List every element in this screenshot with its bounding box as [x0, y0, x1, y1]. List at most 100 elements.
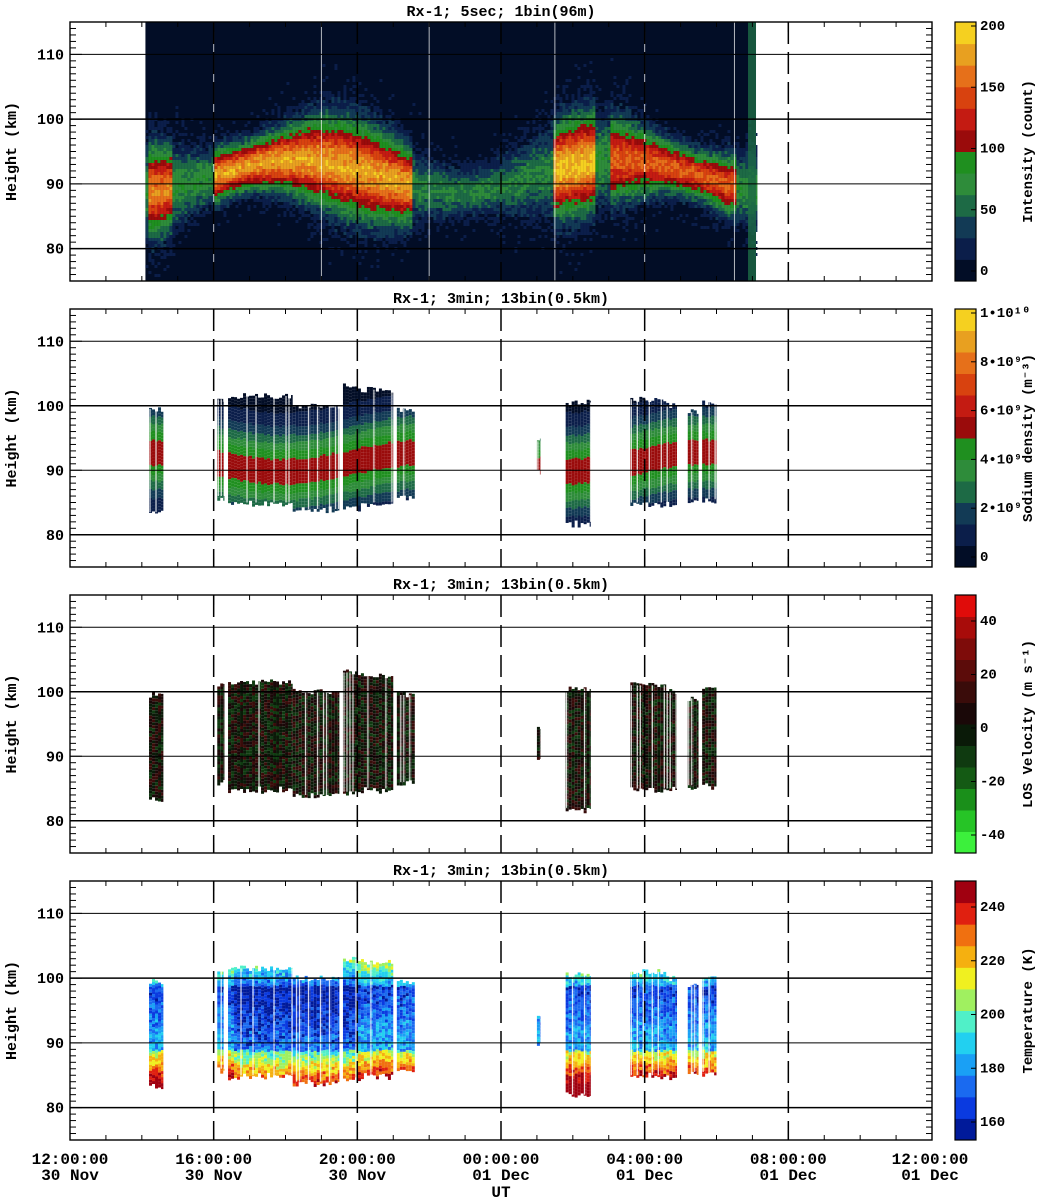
data-cell: [316, 151, 319, 154]
data-cell: [424, 214, 427, 217]
data-cell: [247, 157, 250, 160]
data-cell: [166, 154, 169, 157]
data-cell: [157, 187, 160, 190]
data-cell: [160, 139, 163, 142]
data-cell: [172, 232, 175, 235]
data-cell: [148, 145, 151, 148]
data-cell: [268, 154, 271, 157]
data-cell: [391, 136, 394, 139]
data-cell: [385, 172, 388, 175]
data-cell: [577, 211, 580, 214]
data-cell: [217, 151, 220, 154]
data-cell: [373, 115, 376, 118]
data-cell: [322, 157, 325, 160]
data-cell: [430, 214, 433, 217]
data-cell: [148, 154, 151, 157]
data-cell: [178, 157, 181, 160]
data-cell: [313, 226, 316, 229]
data-cell: [454, 145, 457, 148]
data-cell: [433, 175, 436, 178]
data-cell: [160, 172, 163, 175]
data-cell: [403, 184, 406, 187]
data-cell: [442, 214, 445, 217]
data-cell: [295, 106, 298, 109]
data-cell: [571, 193, 574, 196]
data-cell: [562, 151, 565, 154]
data-cell: [538, 112, 541, 115]
data-cell: [454, 187, 457, 190]
data-cell: [295, 163, 298, 166]
data-cell: [313, 214, 316, 217]
data-cell: [439, 148, 442, 151]
data-cell: [274, 148, 277, 151]
data-cell: [292, 136, 295, 139]
data-cell: [202, 154, 205, 157]
data-cell: [289, 175, 292, 178]
data-cell: [256, 172, 259, 175]
data-cell: [160, 148, 163, 151]
data-cell: [523, 193, 526, 196]
data-cell: [475, 220, 478, 223]
data-cell: [397, 193, 400, 196]
data-cell: [382, 202, 385, 205]
data-cell: [238, 199, 241, 202]
data-cell: [571, 127, 574, 130]
data-cell: [376, 145, 379, 148]
data-cell: [175, 121, 178, 124]
data-cell: [517, 178, 520, 181]
data-cell: [580, 172, 583, 175]
data-cell: [253, 172, 256, 175]
data-cell: [193, 166, 196, 169]
data-cell: [439, 211, 442, 214]
data-cell: [238, 166, 241, 169]
data-cell: [253, 196, 256, 199]
data-cell: [448, 211, 451, 214]
data-cell: [349, 169, 352, 172]
data-cell: [325, 151, 328, 154]
data-cell: [574, 142, 577, 145]
data-cell: [532, 226, 535, 229]
data-cell: [154, 130, 157, 133]
data-cell: [163, 172, 166, 175]
data-cell: [382, 163, 385, 166]
data-cell: [256, 169, 259, 172]
data-cell: [562, 121, 565, 124]
data-cell: [391, 229, 394, 232]
data-cell: [190, 199, 193, 202]
data-cell: [508, 190, 511, 193]
data-cell: [361, 136, 364, 139]
data-cell: [154, 199, 157, 202]
data-cell: [184, 217, 187, 220]
data-cell: [421, 160, 424, 163]
data-cell: [511, 172, 514, 175]
data-cell: [343, 145, 346, 148]
data-cell: [358, 178, 361, 181]
data-cell: [580, 109, 583, 112]
data-cell: [172, 163, 175, 166]
data-cell: [343, 109, 346, 112]
data-cell: [400, 211, 403, 214]
data-cell: [322, 133, 325, 136]
data-cell: [487, 223, 490, 226]
data-cell: [244, 157, 247, 160]
data-cell: [343, 154, 346, 157]
data-cell: [574, 226, 577, 229]
data-cell: [499, 196, 502, 199]
data-cell: [157, 238, 160, 241]
data-cell: [346, 172, 349, 175]
data-cell: [340, 226, 343, 229]
data-cell: [376, 142, 379, 145]
data-cell: [511, 190, 514, 193]
data-cell: [358, 205, 361, 208]
data-cell: [373, 223, 376, 226]
data-cell: [160, 193, 163, 196]
data-cell: [322, 112, 325, 115]
data-cell: [433, 190, 436, 193]
data-cell: [565, 229, 568, 232]
data-cell: [193, 175, 196, 178]
data-cell: [469, 190, 472, 193]
data-cell: [340, 178, 343, 181]
data-cell: [382, 136, 385, 139]
data-cell: [205, 169, 208, 172]
data-cell: [166, 208, 169, 211]
